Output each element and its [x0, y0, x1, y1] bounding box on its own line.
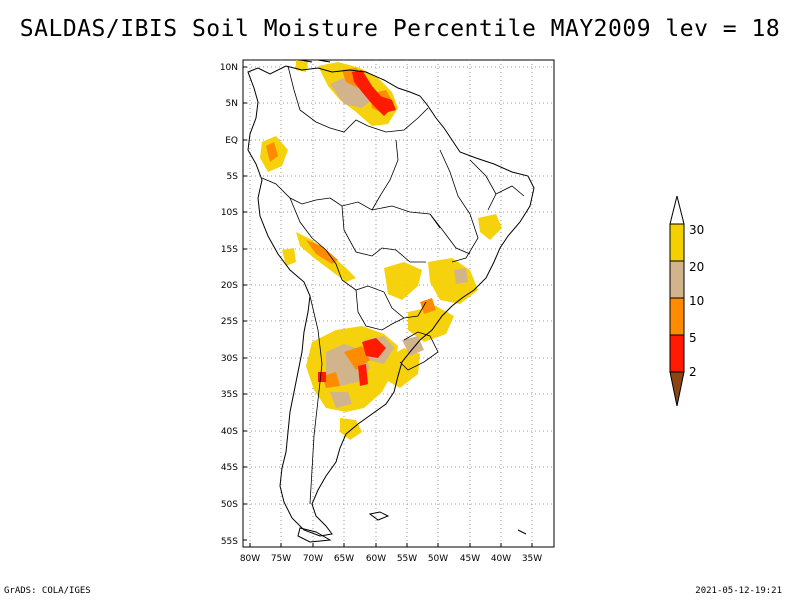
lat-label: 15S: [221, 245, 238, 255]
lon-label: 50W: [428, 554, 448, 564]
lat-label: 5S: [227, 172, 239, 182]
legend-label: 30: [689, 223, 704, 237]
lat-label: 45S: [221, 463, 238, 473]
lon-label: 70W: [303, 554, 323, 564]
lat-label: 10N: [220, 63, 238, 73]
lon-label: 45W: [460, 554, 480, 564]
lat-label: 55S: [221, 537, 238, 547]
map-frame: [242, 59, 555, 548]
longitude-axis: 80W 75W 70W 65W 60W 55W 50W 45W 40W 35W: [240, 554, 542, 564]
grid-lines: [243, 60, 554, 547]
legend-label: 20: [689, 260, 704, 274]
lon-label: 80W: [240, 554, 260, 564]
legend-swatch-5-10: [669, 297, 685, 336]
lat-label: EQ: [225, 136, 238, 146]
lon-label: 65W: [334, 554, 354, 564]
latitude-ticks: [243, 66, 247, 541]
continent-outline: [247, 65, 535, 537]
island-fragment: [517, 529, 527, 535]
color-legend: 30 20 10 5 2: [669, 195, 704, 407]
footer-timestamp: 2021-05-12-19:21: [695, 586, 782, 596]
legend-swatch-above-30: [669, 195, 685, 225]
legend-swatch-2-5: [669, 334, 685, 373]
legend-swatch-below-2: [669, 371, 685, 407]
longitude-ticks: [249, 543, 533, 547]
lon-label: 60W: [366, 554, 386, 564]
lat-label: 50S: [221, 500, 238, 510]
tierra-del-fuego: [297, 527, 332, 543]
lon-label: 55W: [397, 554, 417, 564]
legend-label: 2: [689, 365, 697, 379]
latitude-axis: 10N 5N EQ 5S 10S 15S 20S 25S 30S 35S 40S…: [220, 63, 238, 547]
coast-fragment: [299, 59, 331, 63]
lat-label: 25S: [221, 317, 238, 327]
lon-label: 40W: [491, 554, 511, 564]
falkland-islands: [368, 511, 390, 521]
lon-label: 75W: [271, 554, 291, 564]
map-title: SALDAS/IBIS Soil Moisture Percentile MAY…: [19, 16, 781, 42]
lat-label: 40S: [221, 427, 238, 437]
lat-label: 5N: [226, 99, 238, 109]
lon-label: 35W: [522, 554, 542, 564]
percentile-shading: [260, 60, 502, 440]
lat-label: 30S: [221, 354, 238, 364]
lat-label: 35S: [221, 390, 238, 400]
country-borders: [261, 65, 525, 505]
legend-swatch-10-20: [669, 260, 685, 299]
footer-credit: GrADS: COLA/IGES: [4, 586, 91, 596]
legend-label: 10: [689, 294, 704, 308]
legend-label: 5: [689, 331, 697, 345]
lat-label: 10S: [221, 208, 238, 218]
legend-swatch-20-30: [669, 223, 685, 262]
lat-label: 20S: [221, 281, 238, 291]
